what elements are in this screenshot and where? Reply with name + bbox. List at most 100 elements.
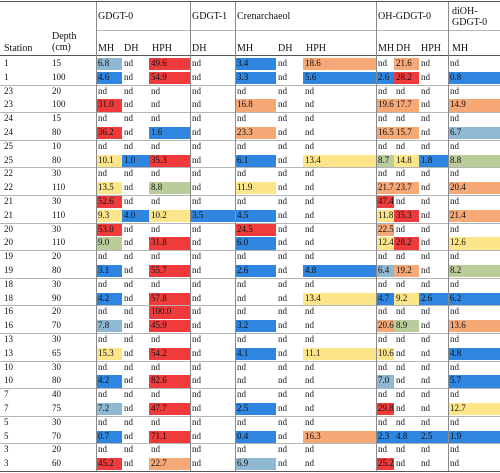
value-cell: nd	[378, 389, 387, 400]
value-cell: nd	[98, 251, 107, 262]
value-cell: nd	[237, 334, 246, 344]
row-group-rule	[0, 250, 500, 251]
value-cell: nd	[237, 85, 246, 96]
depth-cell: 110	[52, 237, 66, 248]
value-cell: 100.0	[149, 306, 190, 319]
value-cell: nd	[305, 223, 314, 234]
value-cell: 22.5	[376, 223, 394, 236]
value-cell: nd	[396, 375, 405, 386]
header-bottom-rule	[0, 55, 500, 56]
value-cell: nd	[378, 113, 387, 124]
depth-cell: 20	[52, 444, 61, 455]
value-cell: nd	[278, 320, 287, 331]
value-cell: 7.0	[376, 375, 394, 388]
station-cell: 24	[4, 127, 13, 137]
value-cell: 6.1	[235, 154, 276, 167]
value-cell: nd	[237, 113, 246, 124]
value-cell: 53.0	[96, 223, 122, 236]
value-cell: 2.6	[419, 292, 448, 305]
column-separator	[235, 2, 236, 471]
row-group-rule	[0, 223, 500, 224]
value-cell: 47.4	[376, 196, 394, 209]
value-cell: nd	[192, 168, 201, 179]
value-cell: nd	[237, 361, 246, 372]
value-cell: 3.2	[235, 320, 276, 333]
station-cell: 22	[4, 182, 13, 193]
value-cell: 3.4	[235, 58, 276, 71]
value-cell: nd	[124, 127, 133, 137]
station-cell: 5	[4, 430, 9, 441]
value-cell: nd	[396, 347, 405, 358]
value-cell: nd	[378, 168, 387, 179]
row-group-rule	[0, 333, 500, 334]
group-header-crenarchaeol: Crenarchaeol	[237, 11, 291, 22]
sub-header-gdgt0-mh: MH	[98, 43, 115, 54]
value-cell: nd	[124, 334, 133, 344]
value-cell: nd	[450, 306, 459, 317]
value-cell: nd	[421, 444, 430, 455]
station-cell: 23	[4, 99, 13, 110]
value-cell: nd	[237, 168, 246, 179]
value-cell: nd	[278, 140, 287, 151]
value-cell: nd	[396, 168, 405, 179]
value-cell: nd	[450, 223, 459, 234]
value-cell: 3.3	[235, 71, 276, 84]
value-cell: nd	[237, 140, 246, 151]
value-cell: nd	[98, 113, 107, 124]
table-bottom-rule	[0, 471, 500, 472]
station-cell: 18	[4, 292, 13, 303]
value-cell: 11.9	[235, 182, 276, 195]
value-cell: nd	[278, 265, 287, 275]
value-cell: nd	[124, 71, 133, 82]
value-cell: 17.7	[394, 99, 419, 112]
value-cell: nd	[421, 389, 430, 400]
value-cell: nd	[151, 168, 160, 179]
value-cell: nd	[98, 389, 107, 400]
station-cell: 25	[4, 154, 13, 165]
value-cell: nd	[421, 278, 430, 289]
value-cell: nd	[421, 85, 430, 96]
value-cell: 6.0	[235, 237, 276, 250]
sub-header-gdgt1-dh: DH	[192, 43, 207, 54]
sub-header-oh-hph: HPH	[421, 43, 442, 54]
value-cell: nd	[396, 306, 405, 317]
sub-header-oh-mh: MH	[378, 43, 395, 54]
depth-cell: 30	[52, 168, 61, 179]
station-cell: 20	[4, 237, 13, 248]
depth-cell: 30	[52, 278, 61, 289]
value-cell: 4.8	[394, 430, 419, 443]
value-cell: 23.3	[235, 127, 276, 140]
value-cell: nd	[98, 140, 107, 151]
value-cell: 13.6	[448, 320, 500, 333]
value-cell: nd	[192, 334, 201, 344]
value-cell: 4.2	[96, 375, 122, 388]
value-cell: 28.2	[394, 71, 419, 84]
value-cell: nd	[192, 444, 201, 455]
value-cell: nd	[124, 347, 133, 358]
row-group-rule	[0, 305, 500, 306]
value-cell: 36.2	[96, 127, 122, 140]
station-cell: 10	[4, 375, 13, 386]
value-cell: nd	[450, 334, 459, 344]
depth-cell: 15	[52, 58, 61, 68]
value-cell: 55.7	[149, 265, 190, 278]
sub-header-dioh-mh: MH	[452, 43, 469, 54]
value-cell: nd	[450, 85, 459, 96]
depth-cell: 70	[52, 320, 61, 331]
station-cell: 19	[4, 251, 13, 262]
value-cell: nd	[278, 444, 287, 455]
value-cell: 13.4	[303, 154, 376, 167]
row-group-rule	[0, 388, 500, 389]
value-cell: 82.6	[149, 375, 190, 388]
station-cell: 20	[4, 223, 13, 234]
value-cell: nd	[421, 265, 430, 275]
value-cell: nd	[192, 375, 201, 386]
value-cell: 57.8	[149, 292, 190, 305]
value-cell: nd	[98, 444, 107, 455]
value-cell: 3.5	[190, 209, 235, 222]
value-cell: nd	[151, 389, 160, 400]
station-cell: 13	[4, 334, 13, 344]
depth-cell: 40	[52, 389, 61, 400]
value-cell: nd	[421, 196, 430, 206]
